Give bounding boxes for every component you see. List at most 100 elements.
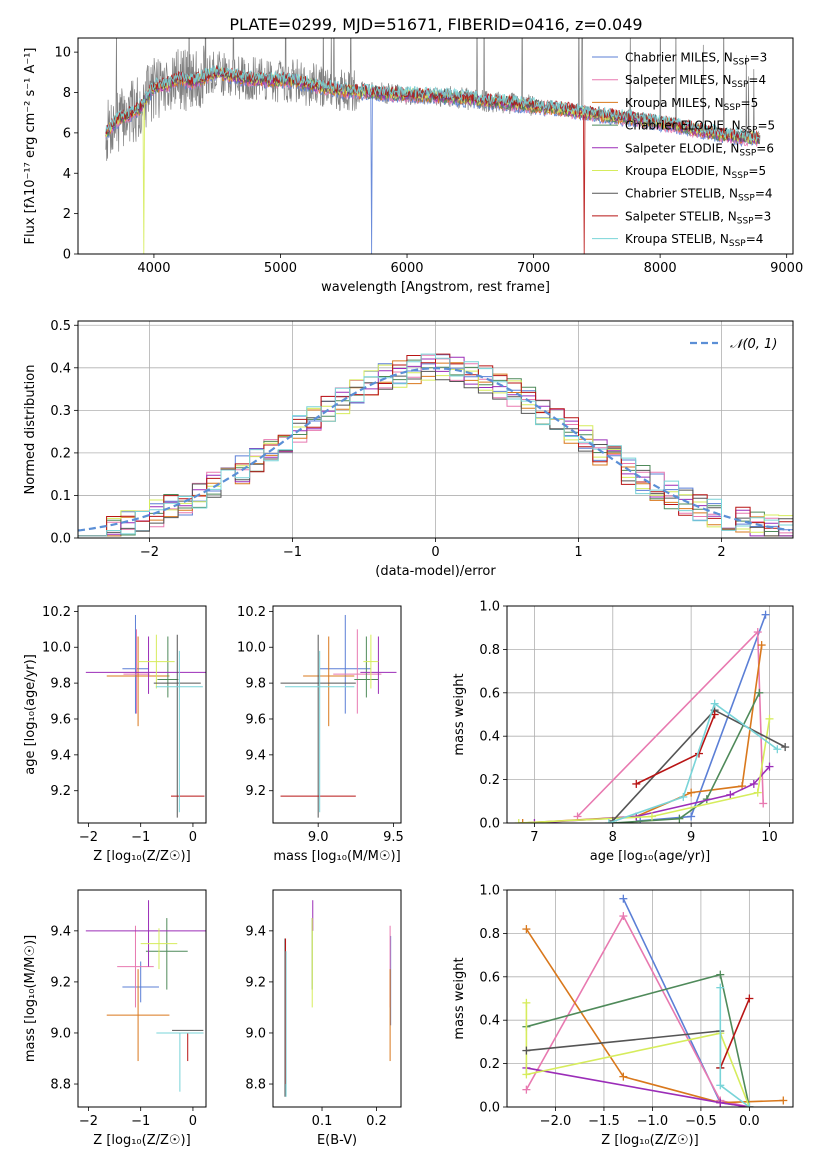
- mass-weight-vs-Z-panel: −2.0 −1.5 −1.0 −0.5 0.0 0.0 0.2 0.4 0.6 0.8 1.0 Z […: [452, 884, 794, 1148]
- y-tick-label: 9.8: [50, 677, 71, 692]
- x-tick-label: 10: [761, 830, 778, 845]
- y-tick-label: 9.6: [50, 712, 71, 727]
- y-tick-label: 0.5: [50, 319, 71, 334]
- figure-title: PLATE=0299, MJD=51671, FIBERID=0416, z=0…: [229, 15, 642, 34]
- y-tick-label: 0.6: [479, 970, 500, 985]
- x-tick-label: 0: [189, 1114, 197, 1129]
- x-tick-label: −2: [79, 830, 98, 845]
- y-tick-label: 9.2: [245, 784, 266, 799]
- x-axis-label: mass [log₁₀(M/M☉)]: [273, 849, 400, 864]
- x-axis-label: Z [log₁₀(Z/Z☉)]: [601, 1133, 698, 1148]
- y-tick-label: 0.2: [50, 446, 71, 461]
- weight-marker: [710, 710, 719, 719]
- y-tick-label: 0.4: [479, 730, 500, 745]
- residual-histogram-panel: −2 −1 0 1 2 0.0 0.1 0.2 0.3 0.4 0.5 (data-model)/er…: [23, 319, 794, 579]
- weight-marker: [619, 912, 628, 921]
- x-tick-label: −2: [140, 545, 159, 560]
- errorbar-point: [138, 634, 175, 689]
- weight-marker: [745, 994, 754, 1003]
- y-tick-label: 9.4: [50, 924, 71, 939]
- x-tick-label: 0.0: [739, 1114, 760, 1129]
- y-tick-label: 0.1: [50, 489, 71, 504]
- weight-marker: [745, 1103, 754, 1107]
- x-tick-label: 5000: [264, 261, 297, 276]
- errorbar-point: [285, 650, 355, 813]
- weight-marker: [632, 779, 641, 788]
- y-tick-label: 10.0: [237, 641, 266, 656]
- spectrum-legend: Chabrier MILES, NSSP=3 Salpeter MILES, NS…: [592, 51, 775, 249]
- weight-marker: [765, 762, 774, 771]
- mass-vs-Z-plot-area: [85, 900, 206, 1092]
- weight-marker: [522, 1085, 531, 1094]
- mass-vs-Z-panel: −2 −1 0 8.8 9.0 9.2 9.4 Z [log₁₀(Z/Z☉)] mass [lo…: [23, 889, 207, 1148]
- weight-marker: [749, 779, 758, 788]
- age-vs-mass-panel: 9.0 9.5 9.2 9.4 9.6 9.8 10.0 10.2 mass [log₁₀(M/…: [237, 605, 404, 864]
- legend-entry: Salpeter MILES, NSSP=4: [625, 73, 766, 90]
- y-tick-label: 0.0: [479, 817, 500, 832]
- errorbar-point: [354, 636, 379, 698]
- x-tick-label: 0.1: [312, 1114, 333, 1129]
- weight-marker: [522, 1070, 531, 1079]
- x-tick-label: 1: [574, 545, 582, 560]
- x-tick-label: 0.2: [366, 1114, 387, 1129]
- weight-series-line: [526, 1067, 750, 1107]
- y-tick-label: 10.0: [42, 641, 71, 656]
- weight-marker: [619, 894, 628, 903]
- weight-series-line: [612, 692, 761, 823]
- weight-marker: [522, 1046, 531, 1055]
- y-tick-label: 9.0: [245, 1026, 266, 1041]
- legend-entry: Salpeter STELIB, NSSP=3: [625, 209, 771, 226]
- legend-entry: Kroupa ELODIE, NSSP=5: [625, 164, 766, 181]
- y-axis-label: mass weight: [452, 673, 467, 755]
- age-vs-mass-frame: [272, 605, 402, 824]
- weight-series-line: [576, 630, 764, 818]
- y-tick-label: 9.6: [245, 712, 266, 727]
- y-tick-label: 10.2: [42, 605, 71, 620]
- weight-marker: [647, 812, 656, 821]
- y-axis-label: Normed distribution: [23, 365, 38, 495]
- mass-vs-ebv-frame: [272, 889, 402, 1108]
- y-tick-label: 0.8: [479, 927, 500, 942]
- errorbar-point: [123, 629, 150, 714]
- mass-vs-ebv-plot-area: [284, 900, 392, 1097]
- legend-entry: Chabrier STELIB, NSSP=4: [625, 187, 773, 204]
- x-axis-label: Z [log₁₀(Z/Z☉)]: [93, 849, 190, 864]
- errorbar-point: [140, 928, 178, 970]
- y-tick-label: 0.8: [479, 643, 500, 658]
- weight-marker: [687, 788, 696, 797]
- weight-marker: [779, 1096, 788, 1105]
- mass-weight-vs-Z-frame: [506, 889, 794, 1108]
- y-tick-label: 9.2: [50, 975, 71, 990]
- x-tick-label: 9: [687, 830, 695, 845]
- x-axis-label: E(B-V): [317, 1133, 357, 1148]
- errorbar-point: [106, 969, 170, 1062]
- y-tick-label: 10.2: [237, 605, 266, 620]
- x-axis-label: age [log₁₀(age/yr)]: [590, 849, 711, 864]
- spectrum-frame: [77, 37, 794, 255]
- y-tick-label: 9.0: [50, 1026, 71, 1041]
- x-tick-label: 2: [717, 545, 725, 560]
- y-axis-label: mass [log₁₀(M/M☉)]: [23, 935, 38, 1062]
- x-tick-label: 9.0: [308, 830, 329, 845]
- legend-entry: Chabrier MILES, NSSP=3: [625, 51, 767, 68]
- weight-marker: [716, 983, 725, 992]
- weight-marker: [679, 792, 688, 801]
- x-tick-label: 8: [609, 830, 617, 845]
- weight-series-line: [635, 714, 716, 785]
- errorbar-point: [85, 900, 206, 967]
- y-tick-label: 0.3: [50, 404, 71, 419]
- weight-marker: [753, 788, 762, 797]
- mass-weight-vs-age-panel: 7 8 9 10 0.0 0.2 0.4 0.6 0.8 1.0 age [log₁₀(age/yr…: [452, 600, 794, 864]
- weight-marker: [753, 628, 762, 637]
- legend-entry: Chabrier ELODIE, NSSP=5: [625, 119, 775, 136]
- y-tick-label: 8.8: [50, 1078, 71, 1093]
- histogram-series: [78, 353, 793, 537]
- errorbar-point: [333, 629, 382, 714]
- weight-marker: [530, 819, 539, 823]
- y-tick-label: 0.0: [50, 532, 71, 547]
- x-tick-label: −1: [283, 545, 302, 560]
- model-spectrum-line: [105, 64, 760, 142]
- weight-marker: [675, 814, 684, 823]
- x-tick-label: −1: [131, 830, 150, 845]
